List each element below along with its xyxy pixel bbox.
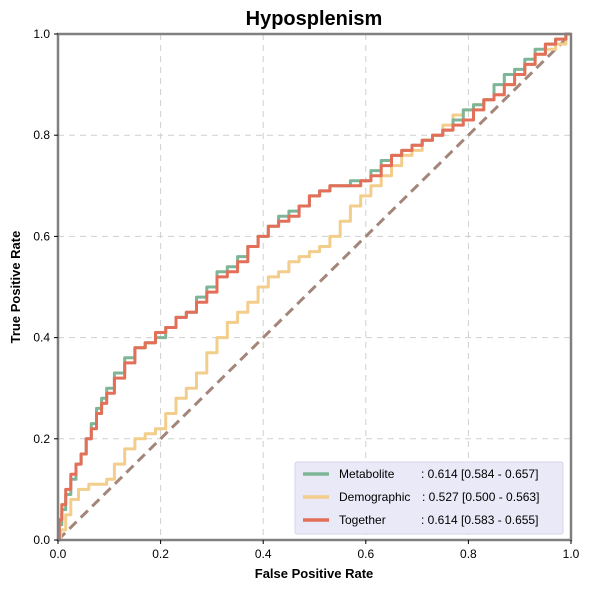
y-axis-ticks: 0.0 0.2 0.4 0.6 0.8 1.0	[33, 27, 58, 547]
y-axis-label: True Positive Rate	[8, 231, 23, 344]
plot-frame	[56, 32, 573, 542]
y-tick-label: 0.8	[33, 128, 50, 142]
legend-series-value: : 0.614 [0.584 - 0.657]	[421, 467, 538, 481]
x-tick-label: 0.0	[50, 547, 67, 561]
series-lines	[57, 32, 571, 542]
x-tick-label: 1.0	[563, 547, 580, 561]
legend-series-value: : 0.527 [0.500 - 0.563]	[422, 490, 539, 504]
legend-series-value: : 0.614 [0.583 - 0.655]	[421, 513, 538, 527]
y-tick-label: 0.4	[33, 331, 50, 345]
legend-series-name: Together	[339, 513, 386, 527]
reference-line	[56, 32, 573, 542]
y-tick-label: 1.0	[33, 27, 50, 41]
legend-series-name: Metabolite	[339, 467, 395, 481]
reference-diagonal	[56, 32, 573, 542]
x-tick-label: 0.4	[255, 547, 272, 561]
series-line-together	[57, 32, 571, 542]
chart-title: Hyposplenism	[246, 8, 383, 30]
x-tick-label: 0.6	[357, 547, 374, 561]
y-tick-label: 0.2	[33, 432, 50, 446]
x-axis-label: False Positive Rate	[255, 566, 374, 581]
y-tick-label: 0.0	[33, 533, 50, 547]
x-tick-label: 0.8	[460, 547, 477, 561]
x-axis-ticks: 0.0 0.2 0.4 0.6 0.8 1.0	[50, 540, 580, 561]
x-tick-label: 0.2	[152, 547, 169, 561]
legend: Metabolite : 0.614 [0.584 - 0.657] Demogra…	[294, 461, 564, 535]
legend-series-name: Demographic	[339, 490, 410, 504]
y-tick-label: 0.6	[33, 229, 50, 243]
legend-box	[294, 461, 564, 535]
